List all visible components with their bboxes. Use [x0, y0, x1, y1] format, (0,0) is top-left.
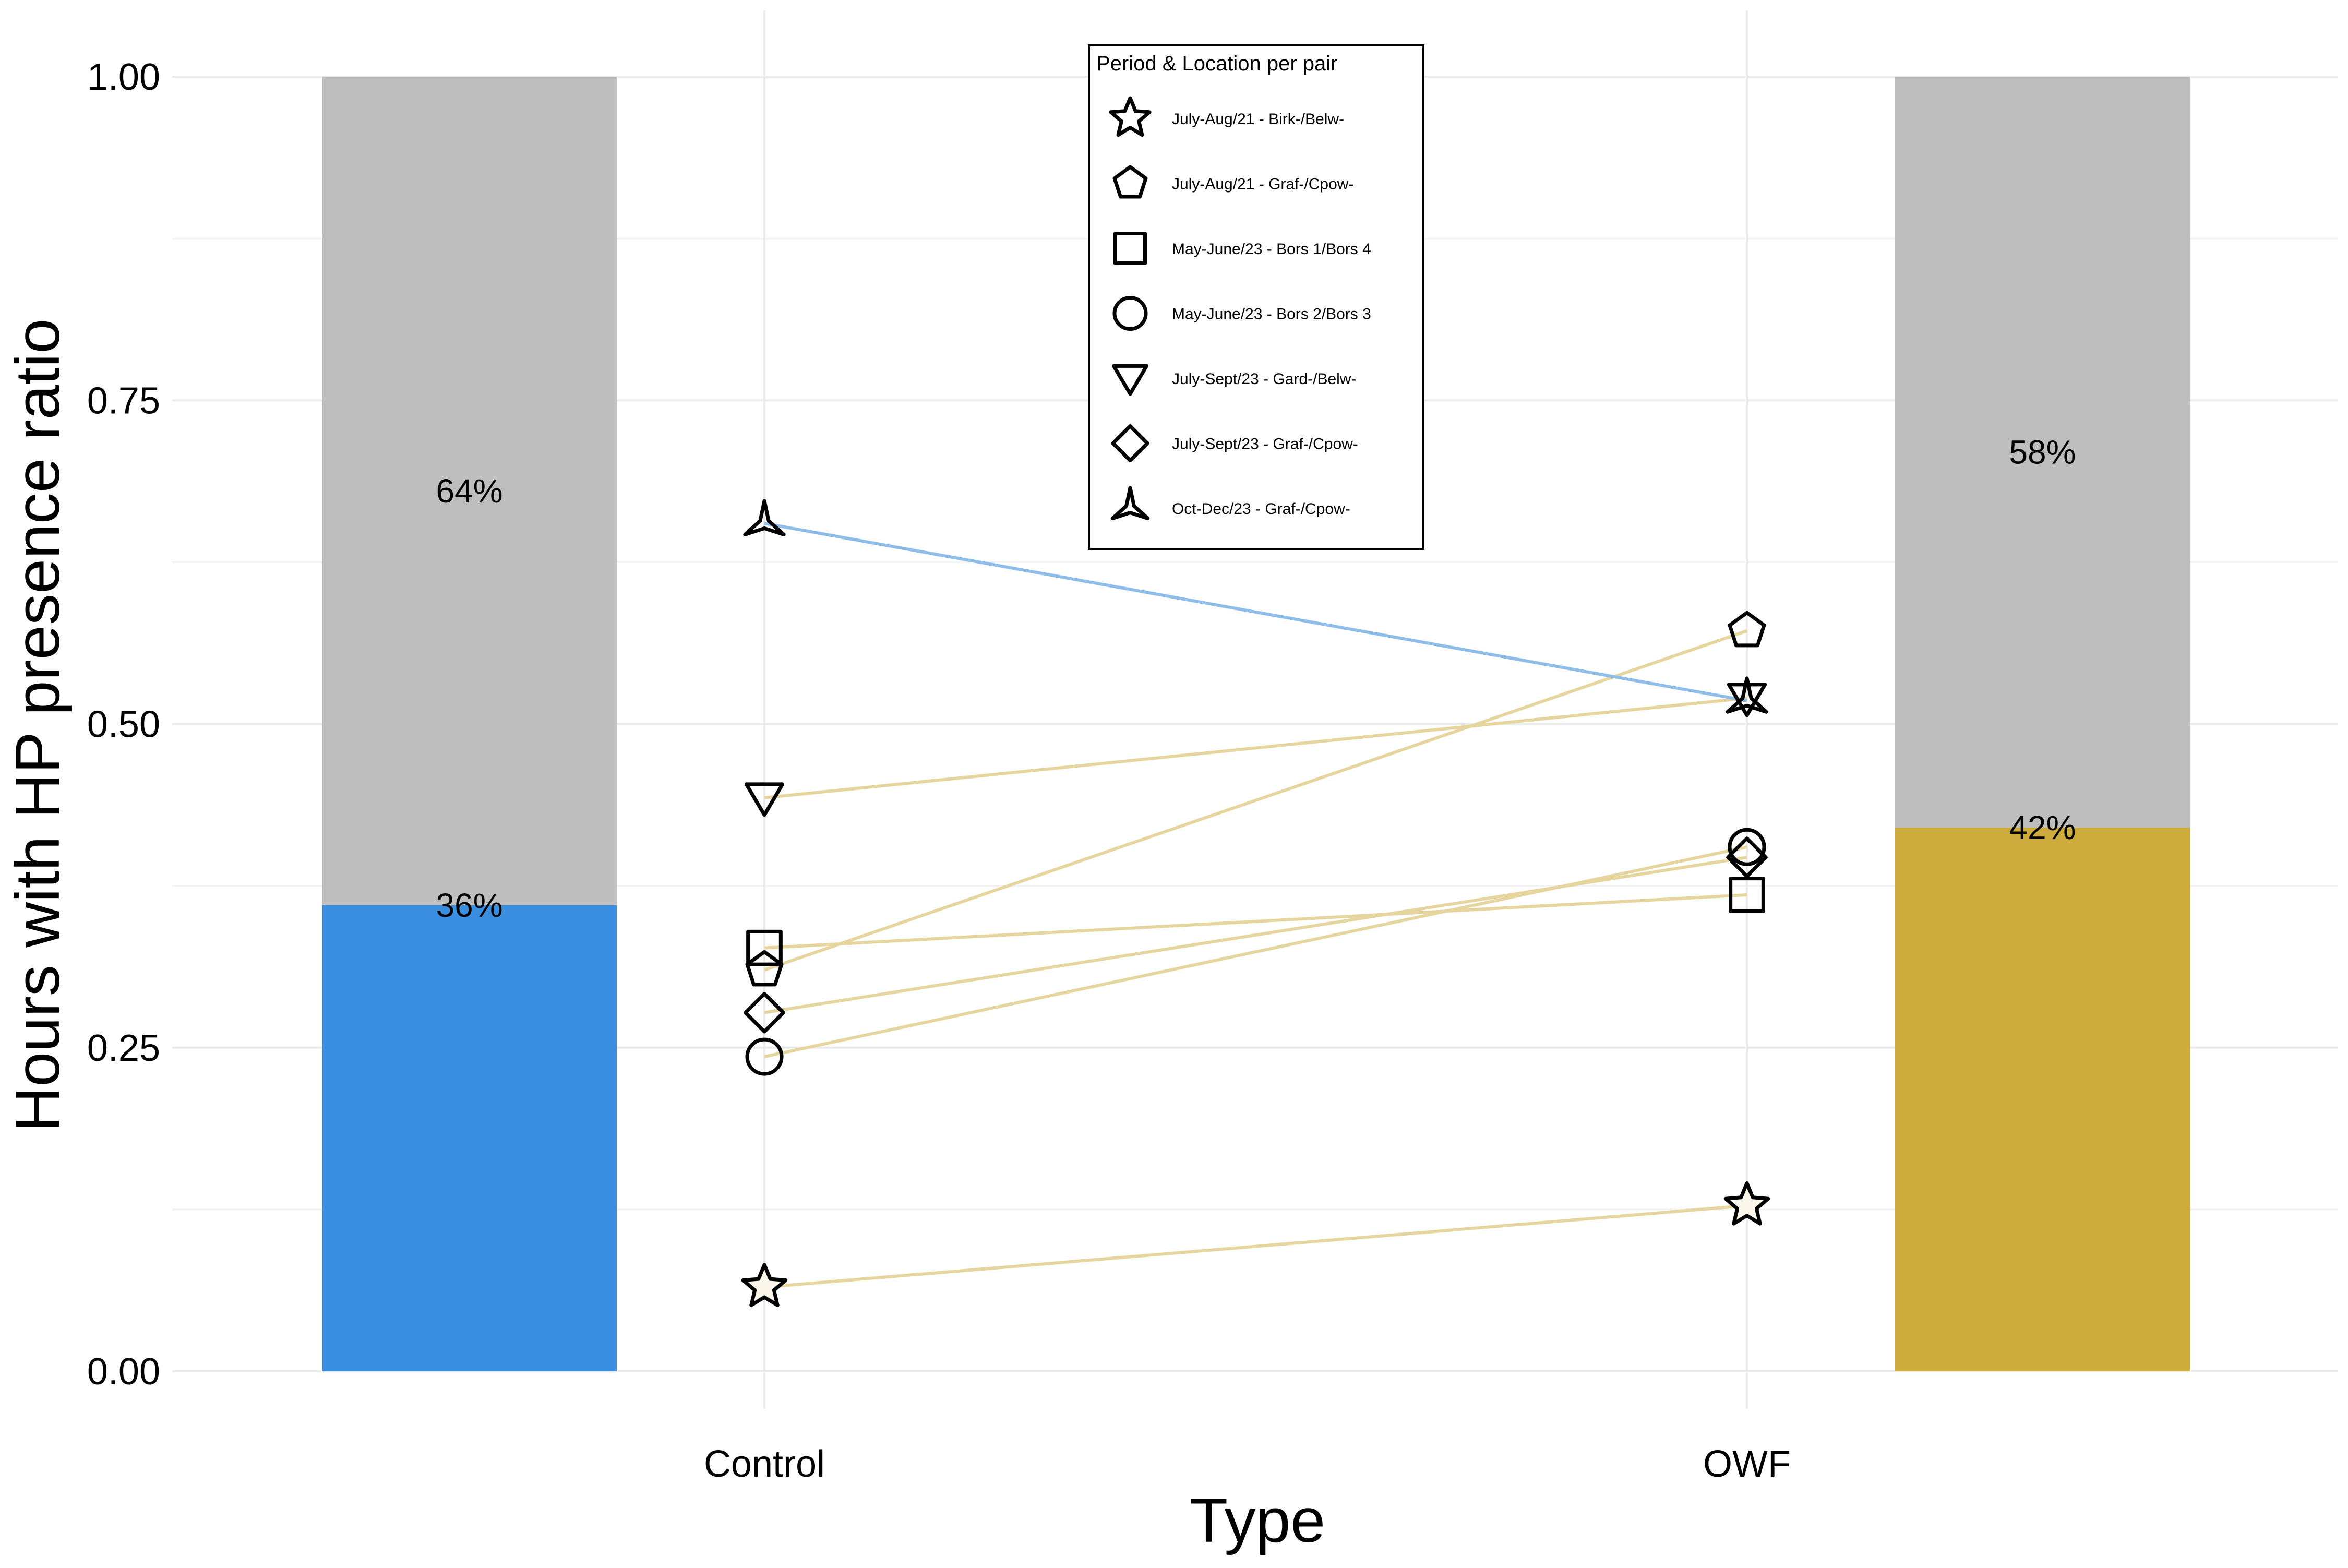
x-tick-label: Control [704, 1443, 825, 1485]
square-marker [1113, 232, 1147, 265]
triangle-down-marker [1112, 364, 1148, 396]
pentagon-marker [1728, 611, 1766, 648]
legend-entry-label: July-Aug/21 - Graf-/Cpow- [1172, 176, 1353, 193]
bar-presence-segment [1895, 827, 2190, 1371]
diamond-marker [1111, 424, 1149, 462]
diamond-marker [1726, 836, 1768, 878]
legend-title: Period & Location per pair [1096, 52, 1338, 75]
star-marker [1723, 1181, 1770, 1226]
pair-line [764, 696, 1747, 799]
tri-star-marker [1110, 486, 1150, 520]
y-tick-label: 0.50 [87, 704, 160, 746]
circle-marker [1728, 828, 1766, 866]
presence-percent-label: 42% [2009, 809, 2076, 846]
pair-lines [764, 521, 1747, 1289]
pair-points [741, 499, 1770, 1307]
tri-star-marker [1726, 676, 1768, 714]
y-tick-label: 0.00 [87, 1351, 160, 1393]
bar-presence-segment [322, 905, 617, 1371]
percent-labels: 64% 36% 58% 42% [436, 433, 2076, 924]
pentagon-marker [745, 950, 784, 987]
square-marker [1729, 877, 1765, 913]
diamond-marker [744, 991, 785, 1034]
legend-entry-label: May-June/23 - Bors 1/Bors 4 [1172, 241, 1371, 258]
legend-entry-label: July-Aug/21 - Birk-/Belw- [1172, 111, 1344, 128]
pentagon-marker [1112, 165, 1148, 199]
stacked-bars [322, 77, 2190, 1371]
absence-percent-label: 58% [2009, 433, 2076, 471]
y-tick-label: 0.75 [87, 380, 160, 422]
pair-line [764, 893, 1747, 950]
pair-line [764, 1204, 1747, 1289]
legend-entry-label: July-Sept/23 - Graf-/Cpow- [1172, 436, 1358, 453]
legend: Period & Location per pair July-Aug/21 -… [1088, 44, 1424, 550]
x-axis-title: Type [1190, 1486, 1325, 1555]
y-tick-label: 1.00 [87, 56, 160, 98]
square-marker [746, 929, 783, 966]
tri-star-marker [743, 499, 786, 536]
circle-marker [1112, 296, 1148, 331]
pair-line [764, 856, 1747, 1014]
presence-percent-label: 36% [436, 887, 502, 924]
pair-line [764, 629, 1747, 972]
pair-line [764, 521, 1747, 702]
legend-entry-label: May-June/23 - Bors 2/Bors 3 [1172, 306, 1371, 323]
star-marker [1109, 96, 1152, 137]
triangle-down-marker [744, 782, 785, 817]
legend-entry-label: Oct-Dec/23 - Graf-/Cpow- [1172, 500, 1350, 518]
star-marker [741, 1263, 788, 1307]
bar-absence-segment [1895, 77, 2190, 828]
y-axis-title: Hours with HP presence ratio [3, 319, 73, 1132]
x-tick-label: OWF [1703, 1443, 1791, 1485]
absence-percent-label: 64% [436, 472, 502, 510]
legend-box [1088, 44, 1424, 550]
bar-absence-segment [322, 77, 617, 905]
circle-marker [745, 1037, 784, 1076]
pair-line [764, 845, 1747, 1059]
y-tick-label: 0.25 [87, 1027, 160, 1069]
axes: Type Hours with HP presence ratio 0.00 0.… [3, 56, 1791, 1555]
legend-entry-label: July-Sept/23 - Gard-/Belw- [1172, 370, 1356, 388]
